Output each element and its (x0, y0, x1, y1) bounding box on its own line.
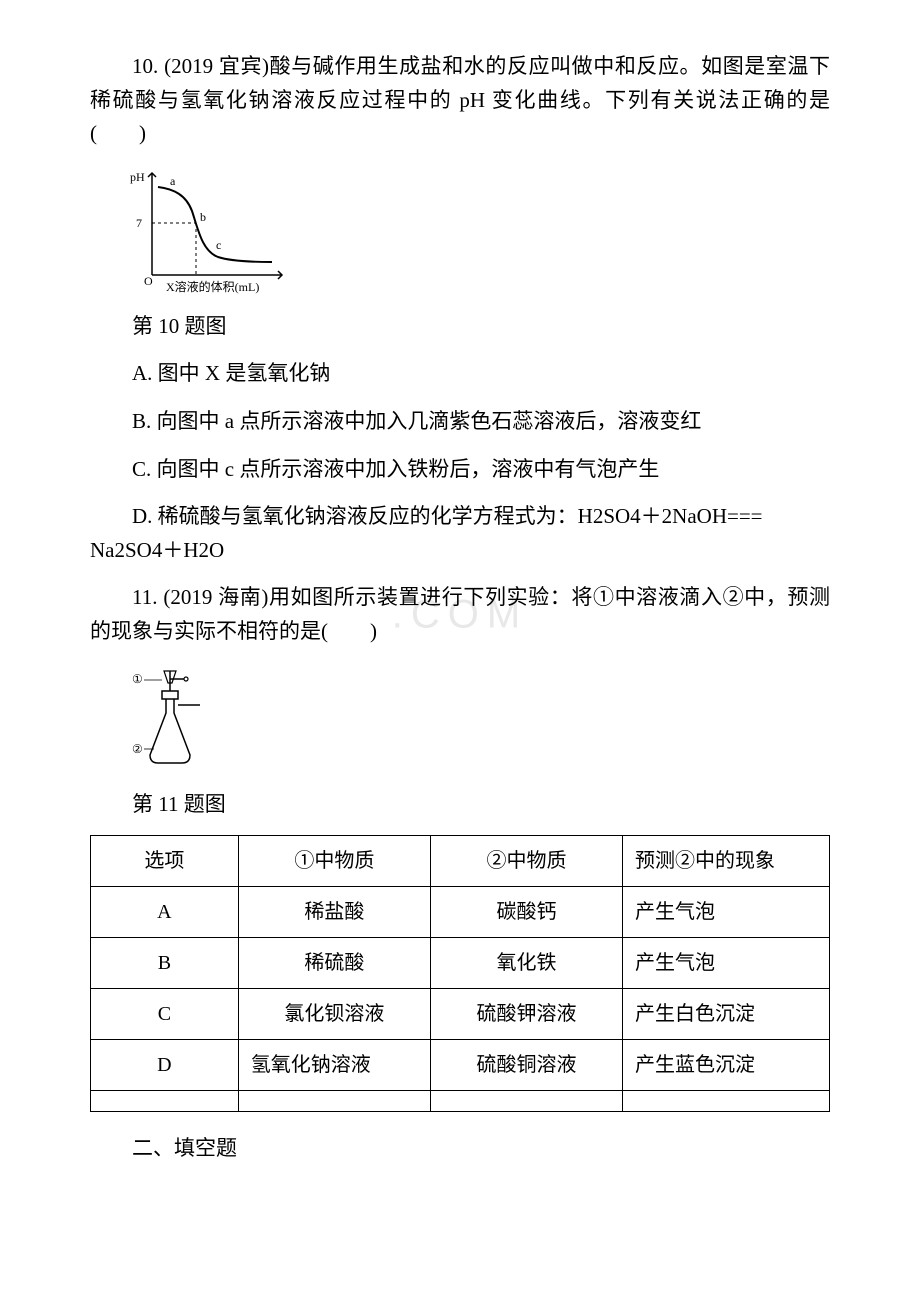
cell-c-1: 氯化钡溶液 (238, 989, 430, 1040)
y-axis-label: pH (130, 170, 145, 184)
cell-b-opt: B (91, 938, 239, 989)
x-axis-label: X溶液的体积(mL) (166, 279, 259, 294)
q10-figure: pH 7 a b c X溶液的体积(mL) O (122, 165, 830, 300)
cell-b-pred: 产生气泡 (623, 938, 830, 989)
q10-option-a: A. 图中 X 是氢氧化钠 (90, 357, 830, 391)
cell-b-2: 氧化铁 (430, 938, 622, 989)
th-sub2: ②中物质 (430, 836, 622, 887)
table-header-row: 选项 ①中物质 ②中物质 预测②中的现象 (91, 836, 830, 887)
table-row: A 稀盐酸 碳酸钙 产生气泡 (91, 887, 830, 938)
table-row: B 稀硫酸 氧化铁 产生气泡 (91, 938, 830, 989)
cell-d-2: 硫酸铜溶液 (430, 1040, 622, 1091)
q10-stem: 10. (2019 宜宾)酸与碱作用生成盐和水的反应叫做中和反应。如图是室温下稀… (90, 50, 830, 151)
origin-o: O (144, 274, 153, 288)
th-sub1: ①中物质 (238, 836, 430, 887)
cell-d-opt: D (91, 1040, 239, 1091)
label-1: ① (132, 672, 143, 686)
cell-a-2: 碳酸钙 (430, 887, 622, 938)
cell-a-1: 稀盐酸 (238, 887, 430, 938)
cell-empty (91, 1091, 239, 1112)
q10-option-b: B. 向图中 a 点所示溶液中加入几滴紫色石蕊溶液后，溶液变红 (90, 405, 830, 439)
cell-a-pred: 产生气泡 (623, 887, 830, 938)
th-pred: 预测②中的现象 (623, 836, 830, 887)
point-c: c (216, 238, 221, 252)
q10-option-d: D. 稀硫酸与氢氧化钠溶液反应的化学方程式为：H2SO4＋2NaOH=== Na… (90, 500, 830, 567)
cell-c-opt: C (91, 989, 239, 1040)
cell-empty (623, 1091, 830, 1112)
q10-figure-caption: 第 10 题图 (90, 310, 830, 344)
ref-value-7: 7 (136, 216, 142, 230)
cell-empty (238, 1091, 430, 1112)
cell-empty (430, 1091, 622, 1112)
cell-c-2: 硫酸钾溶液 (430, 989, 622, 1040)
q11-figure: ① ② (122, 663, 830, 778)
cell-d-pred: 产生蓝色沉淀 (623, 1040, 830, 1091)
ph-curve-chart: pH 7 a b c X溶液的体积(mL) O (122, 165, 292, 295)
table-row: C 氯化钡溶液 硫酸钾溶液 产生白色沉淀 (91, 989, 830, 1040)
cell-b-1: 稀硫酸 (238, 938, 430, 989)
label-2: ② (132, 742, 143, 756)
th-option: 选项 (91, 836, 239, 887)
point-a: a (170, 174, 176, 188)
cell-d-1: 氢氧化钠溶液 (238, 1040, 430, 1091)
q11-figure-caption: 第 11 题图 (90, 788, 830, 822)
section-2-heading: 二、填空题 (90, 1132, 830, 1166)
q10-option-c: C. 向图中 c 点所示溶液中加入铁粉后，溶液中有气泡产生 (90, 453, 830, 487)
cell-a-opt: A (91, 887, 239, 938)
table-row: D 氢氧化钠溶液 硫酸铜溶液 产生蓝色沉淀 (91, 1040, 830, 1091)
table-row-empty (91, 1091, 830, 1112)
point-b: b (200, 210, 206, 224)
cell-c-pred: 产生白色沉淀 (623, 989, 830, 1040)
q11-stem-wrap: .COM 11. (2019 海南)用如图所示装置进行下列实验：将①中溶液滴入②… (90, 581, 830, 648)
q11-table: 选项 ①中物质 ②中物质 预测②中的现象 A 稀盐酸 碳酸钙 产生气泡 B 稀硫… (90, 835, 830, 1112)
q11-stem: 11. (2019 海南)用如图所示装置进行下列实验：将①中溶液滴入②中，预测的… (90, 581, 830, 648)
flask-apparatus: ① ② (122, 663, 232, 773)
